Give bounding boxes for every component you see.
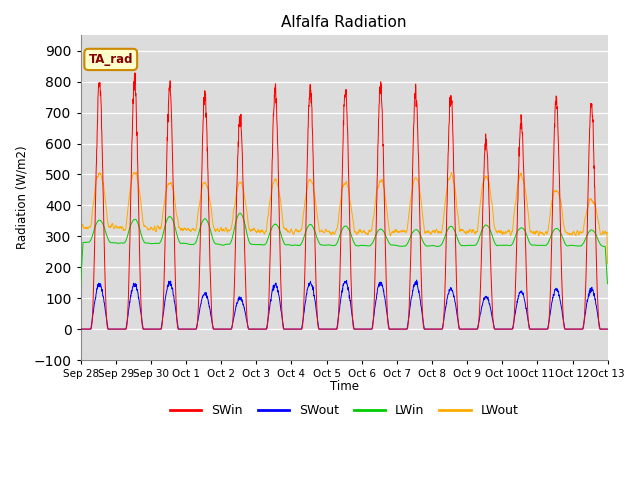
Title: Alfalfa Radiation: Alfalfa Radiation [282, 15, 407, 30]
Text: TA_rad: TA_rad [88, 53, 133, 66]
Y-axis label: Radiation (W/m2): Radiation (W/m2) [15, 146, 28, 250]
Legend: SWin, SWout, LWin, LWout: SWin, SWout, LWin, LWout [164, 399, 524, 422]
X-axis label: Time: Time [330, 381, 358, 394]
